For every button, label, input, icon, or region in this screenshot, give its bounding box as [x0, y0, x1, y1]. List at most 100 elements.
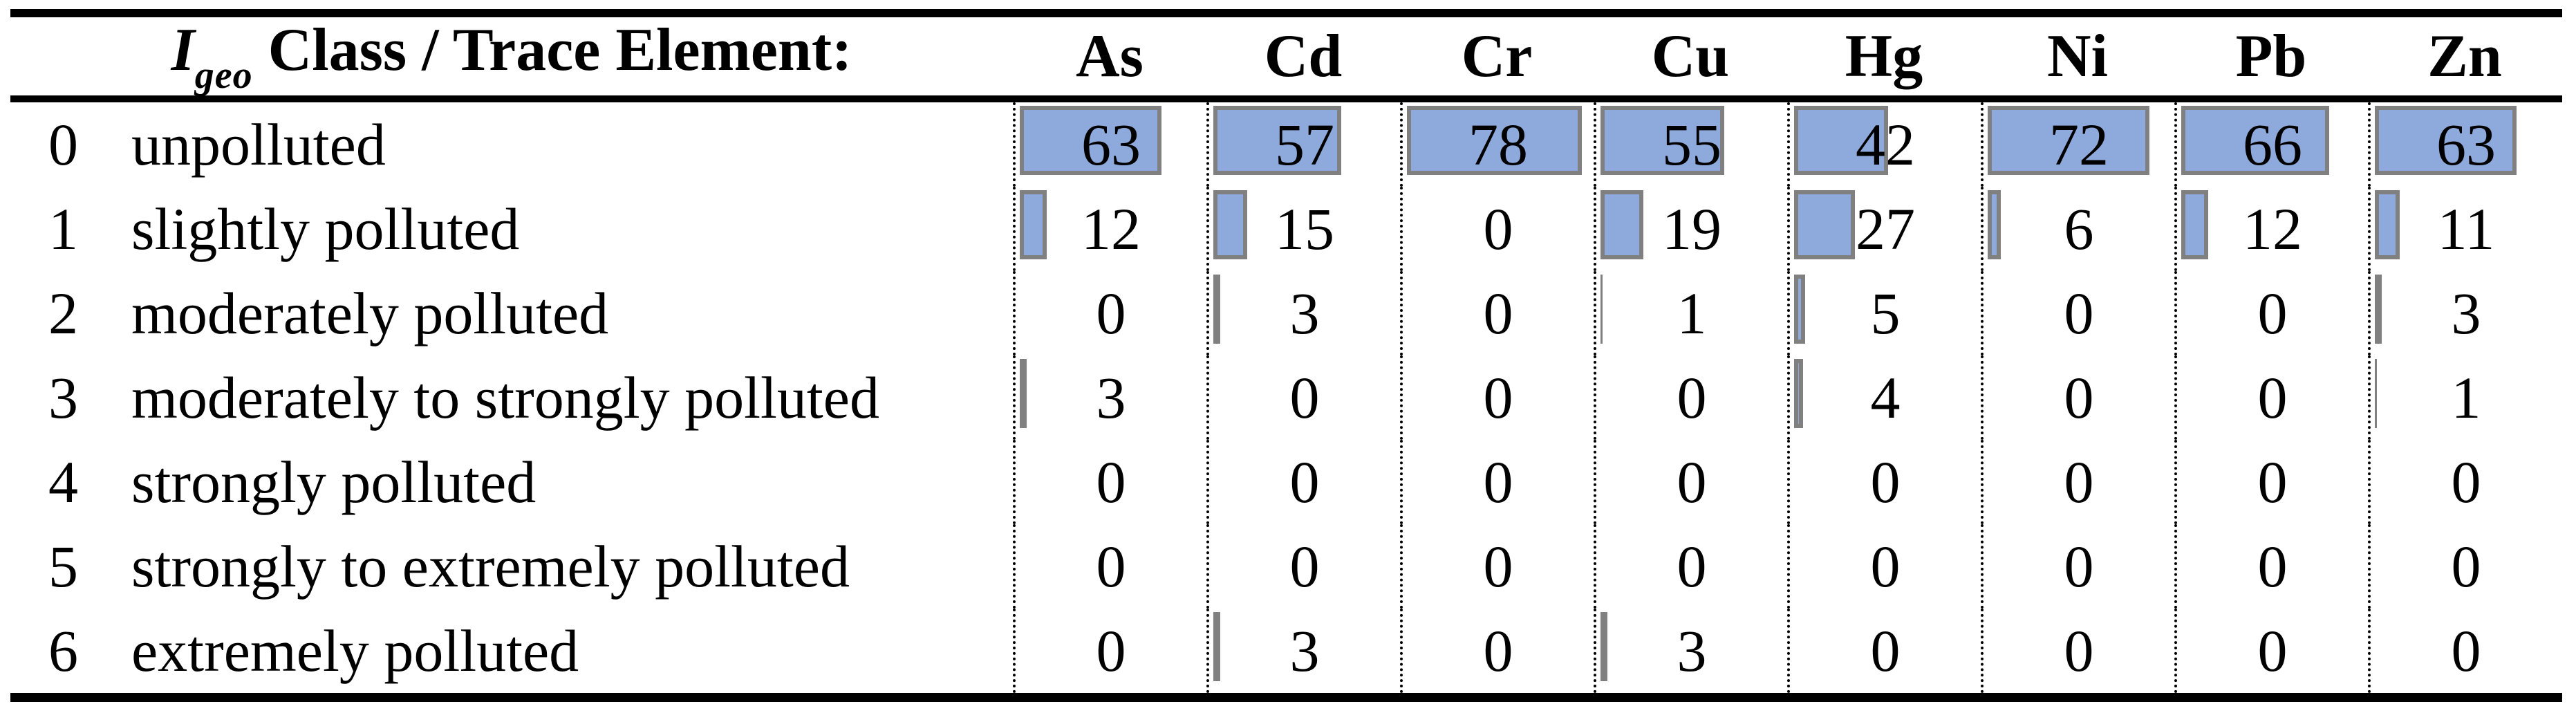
cell-value: 0: [2257, 533, 2288, 600]
row-header: 5 strongly to extremely polluted: [10, 532, 1013, 601]
value-cell: 27: [1787, 187, 1981, 271]
value-cell: 0: [1981, 440, 2174, 524]
row-class-number: 0: [48, 111, 78, 178]
value-cell: 78: [1400, 102, 1594, 187]
column-header-zn: Zn: [2427, 23, 2502, 90]
row-label: moderately to strongly polluted: [131, 364, 879, 431]
data-bar: [1794, 359, 1803, 428]
row-label: extremely polluted: [131, 618, 579, 684]
cell-value: 0: [1483, 280, 1513, 346]
cell-value: 12: [1081, 196, 1141, 262]
data-bar: [1600, 106, 1724, 175]
value-cell: 15: [1206, 187, 1400, 271]
data-bar-fill: [1024, 194, 1043, 255]
table-body: 0 unpolluted 63 57 78 55 42 72 66 63 1 sli…: [10, 102, 2562, 693]
cell-value: 0: [1289, 364, 1320, 431]
value-cell: 0: [1594, 524, 1787, 609]
data-bar-fill: [2185, 194, 2204, 255]
value-cell: 0: [2368, 524, 2561, 609]
cell-value: 3: [1677, 618, 1707, 684]
header-rule: [10, 95, 2562, 102]
data-bar: [1213, 106, 1342, 175]
value-cell: 0: [2174, 524, 2368, 609]
cell-value: 27: [1856, 196, 1915, 262]
column-header-cr: Cr: [1461, 23, 1533, 90]
value-cell: 0: [1206, 524, 1400, 609]
cell-value: 0: [1677, 533, 1707, 600]
cell-value: 0: [2064, 280, 2094, 346]
data-bar: [2375, 190, 2400, 259]
cell-value: 0: [1096, 533, 1126, 600]
cell-value: 0: [1483, 533, 1513, 600]
igeo-symbol: I: [171, 17, 195, 84]
value-cell: 0: [1594, 355, 1787, 440]
cell-value: 63: [2436, 111, 2496, 178]
data-bar: [1600, 612, 1607, 681]
table-title: Igeo Class / Trace Element:: [10, 15, 1013, 98]
value-cell: 63: [1013, 102, 1206, 187]
row-class-number: 5: [48, 533, 78, 600]
data-bar: [1794, 106, 1889, 175]
row-header: 2 moderately polluted: [10, 279, 1013, 348]
row-header: 0 unpolluted: [10, 110, 1013, 179]
data-bar-fill: [1798, 279, 1802, 340]
cell-value: 0: [2064, 533, 2094, 600]
value-cell: 12: [2174, 187, 2368, 271]
value-cell: 0: [1981, 355, 2174, 440]
cell-value: 0: [1870, 533, 1901, 600]
data-bar-fill: [1024, 110, 1157, 171]
bottom-rule: [10, 693, 2562, 702]
row-header: 3 moderately to strongly polluted: [10, 363, 1013, 432]
cell-value: 0: [1677, 364, 1707, 431]
cell-value: 0: [2257, 364, 2288, 431]
cell-value: 12: [2243, 196, 2302, 262]
data-bar-fill: [1217, 110, 1338, 171]
data-bar: [1020, 190, 1047, 259]
value-cell: 0: [2174, 271, 2368, 355]
value-cell: 0: [2174, 440, 2368, 524]
value-cell: 0: [1013, 271, 1206, 355]
data-bar-fill: [1798, 194, 1851, 255]
value-cell: 3: [1206, 609, 1400, 693]
data-bar: [2181, 190, 2208, 259]
cell-value: 11: [2437, 196, 2495, 262]
data-bar-fill: [1992, 110, 2145, 171]
cell-value: 3: [1289, 280, 1320, 346]
cell-value: 0: [2451, 618, 2481, 684]
value-cell: 1: [2368, 355, 2561, 440]
value-cell: 0: [1400, 440, 1594, 524]
cell-value: 0: [2064, 449, 2094, 515]
value-cell: 0: [1206, 440, 1400, 524]
data-bar: [1794, 275, 1806, 344]
table-row: 6 extremely polluted 0 3 0 3 0 0 0 0: [10, 609, 2562, 693]
value-cell: 5: [1787, 271, 1981, 355]
value-cell: 72: [1981, 102, 2174, 187]
cell-value: 0: [2257, 280, 2288, 346]
cell-value: 0: [1096, 449, 1126, 515]
igeo-subscript: geo: [194, 54, 253, 97]
row-label: strongly to extremely polluted: [131, 533, 850, 600]
data-bar: [2181, 106, 2330, 175]
value-cell: 0: [2368, 440, 2561, 524]
row-class-number: 6: [48, 618, 78, 684]
row-header: 4 strongly polluted: [10, 447, 1013, 517]
title-text: Class / Trace Element:: [268, 17, 852, 84]
value-cell: 12: [1013, 187, 1206, 271]
cell-value: 78: [1468, 111, 1528, 178]
data-bar: [1407, 106, 1583, 175]
value-cell: 3: [1013, 355, 1206, 440]
value-cell: 0: [1400, 355, 1594, 440]
cell-value: 3: [1289, 618, 1320, 684]
cell-value: 66: [2243, 111, 2302, 178]
value-cell: 0: [1594, 440, 1787, 524]
data-bar: [1794, 190, 1855, 259]
cell-value: 0: [1870, 449, 1901, 515]
data-bar: [1988, 190, 2001, 259]
row-header: 6 extremely polluted: [10, 616, 1013, 685]
value-cell: 0: [1013, 524, 1206, 609]
column-header-cu: Cu: [1651, 23, 1730, 90]
cell-value: 63: [1081, 111, 1141, 178]
table-row: 4 strongly polluted 0 0 0 0 0 0 0 0: [10, 440, 2562, 524]
row-class-number: 3: [48, 364, 78, 431]
cell-value: 0: [2064, 364, 2094, 431]
